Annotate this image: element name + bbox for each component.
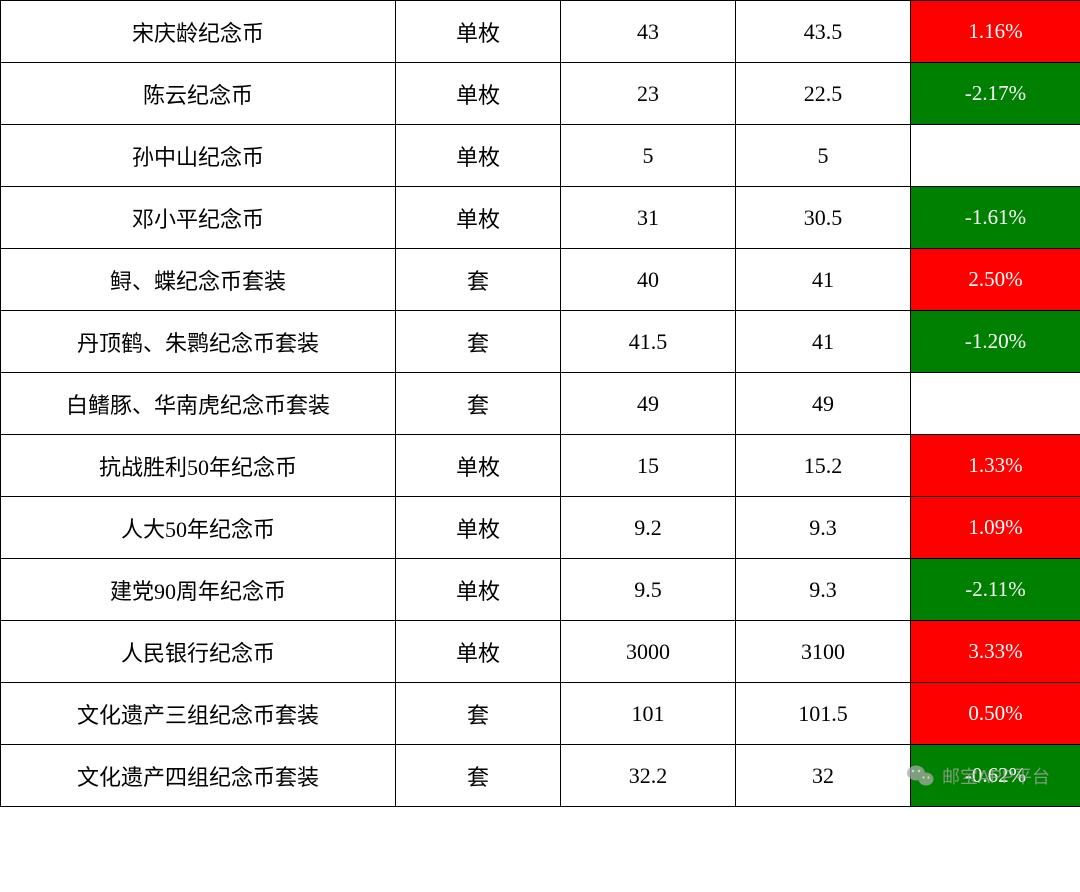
cell-name: 白鳍豚、华南虎纪念币套装 xyxy=(1,373,396,435)
table-row: 文化遗产三组纪念币套装套101101.50.50% xyxy=(1,683,1080,745)
cell-change: 1.33% xyxy=(911,435,1080,497)
table-row: 白鳍豚、华南虎纪念币套装套4949 xyxy=(1,373,1080,435)
cell-name: 孙中山纪念币 xyxy=(1,125,396,187)
cell-price2: 41 xyxy=(736,249,911,311)
cell-unit: 单枚 xyxy=(396,1,561,63)
cell-change: -1.20% xyxy=(911,311,1080,373)
cell-change: 1.09% xyxy=(911,497,1080,559)
cell-name: 丹顶鹤、朱鹮纪念币套装 xyxy=(1,311,396,373)
cell-unit: 单枚 xyxy=(396,187,561,249)
table-row: 陈云纪念币单枚2322.5-2.17% xyxy=(1,63,1080,125)
cell-name: 人民银行纪念币 xyxy=(1,621,396,683)
cell-price1: 9.5 xyxy=(561,559,736,621)
cell-unit: 单枚 xyxy=(396,125,561,187)
cell-unit: 单枚 xyxy=(396,497,561,559)
cell-price2: 49 xyxy=(736,373,911,435)
cell-name: 建党90周年纪念币 xyxy=(1,559,396,621)
cell-price1: 101 xyxy=(561,683,736,745)
cell-price1: 49 xyxy=(561,373,736,435)
cell-change: 0.50% xyxy=(911,683,1080,745)
watermark: 邮宝APP平台 xyxy=(906,763,1050,789)
cell-unit: 套 xyxy=(396,249,561,311)
cell-name: 文化遗产三组纪念币套装 xyxy=(1,683,396,745)
cell-name: 文化遗产四组纪念币套装 xyxy=(1,745,396,807)
cell-name: 陈云纪念币 xyxy=(1,63,396,125)
cell-change xyxy=(911,373,1080,435)
cell-price1: 9.2 xyxy=(561,497,736,559)
cell-price2: 101.5 xyxy=(736,683,911,745)
cell-price2: 22.5 xyxy=(736,63,911,125)
cell-name: 宋庆龄纪念币 xyxy=(1,1,396,63)
cell-price1: 15 xyxy=(561,435,736,497)
cell-price2: 43.5 xyxy=(736,1,911,63)
wechat-icon xyxy=(906,764,934,788)
cell-price2: 9.3 xyxy=(736,559,911,621)
table-row: 宋庆龄纪念币单枚4343.51.16% xyxy=(1,1,1080,63)
cell-change: 1.16% xyxy=(911,1,1080,63)
cell-price1: 41.5 xyxy=(561,311,736,373)
cell-price2: 30.5 xyxy=(736,187,911,249)
cell-change: -2.11% xyxy=(911,559,1080,621)
cell-unit: 套 xyxy=(396,683,561,745)
cell-name: 邓小平纪念币 xyxy=(1,187,396,249)
cell-price1: 31 xyxy=(561,187,736,249)
cell-price1: 32.2 xyxy=(561,745,736,807)
table-row: 建党90周年纪念币单枚9.59.3-2.11% xyxy=(1,559,1080,621)
cell-price1: 40 xyxy=(561,249,736,311)
cell-unit: 套 xyxy=(396,745,561,807)
table-row: 抗战胜利50年纪念币单枚1515.21.33% xyxy=(1,435,1080,497)
cell-change xyxy=(911,125,1080,187)
cell-name: 鲟、蝶纪念币套装 xyxy=(1,249,396,311)
cell-price1: 3000 xyxy=(561,621,736,683)
table-row: 丹顶鹤、朱鹮纪念币套装套41.541-1.20% xyxy=(1,311,1080,373)
cell-unit: 单枚 xyxy=(396,621,561,683)
table-row: 孙中山纪念币单枚55 xyxy=(1,125,1080,187)
cell-unit: 套 xyxy=(396,311,561,373)
cell-price1: 23 xyxy=(561,63,736,125)
cell-price2: 3100 xyxy=(736,621,911,683)
price-table: 宋庆龄纪念币单枚4343.51.16%陈云纪念币单枚2322.5-2.17%孙中… xyxy=(0,0,1080,807)
cell-price2: 5 xyxy=(736,125,911,187)
cell-change: -1.61% xyxy=(911,187,1080,249)
table-row: 邓小平纪念币单枚3130.5-1.61% xyxy=(1,187,1080,249)
cell-unit: 套 xyxy=(396,373,561,435)
cell-change: 3.33% xyxy=(911,621,1080,683)
cell-price1: 5 xyxy=(561,125,736,187)
table-row: 人大50年纪念币单枚9.29.31.09% xyxy=(1,497,1080,559)
cell-price2: 32 xyxy=(736,745,911,807)
cell-price2: 15.2 xyxy=(736,435,911,497)
table-row: 人民银行纪念币单枚300031003.33% xyxy=(1,621,1080,683)
cell-price2: 41 xyxy=(736,311,911,373)
watermark-text: 邮宝APP平台 xyxy=(942,763,1050,789)
cell-change: 2.50% xyxy=(911,249,1080,311)
cell-name: 抗战胜利50年纪念币 xyxy=(1,435,396,497)
cell-unit: 单枚 xyxy=(396,63,561,125)
table-row: 鲟、蝶纪念币套装套40412.50% xyxy=(1,249,1080,311)
cell-unit: 单枚 xyxy=(396,559,561,621)
cell-price2: 9.3 xyxy=(736,497,911,559)
cell-change: -2.17% xyxy=(911,63,1080,125)
cell-unit: 单枚 xyxy=(396,435,561,497)
cell-price1: 43 xyxy=(561,1,736,63)
cell-name: 人大50年纪念币 xyxy=(1,497,396,559)
